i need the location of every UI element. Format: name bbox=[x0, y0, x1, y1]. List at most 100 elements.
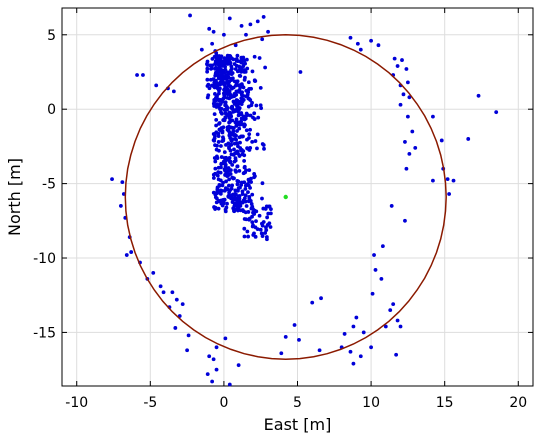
data-point bbox=[260, 37, 265, 42]
y-tick-labels: 5 0 -5 -10 -15 bbox=[33, 28, 56, 342]
data-point bbox=[250, 139, 255, 144]
data-point bbox=[258, 227, 263, 232]
data-point bbox=[249, 176, 253, 181]
data-point bbox=[242, 234, 247, 239]
data-point bbox=[239, 112, 243, 117]
data-point bbox=[391, 302, 396, 307]
data-point bbox=[254, 209, 259, 214]
data-point bbox=[230, 183, 235, 188]
data-point bbox=[234, 123, 239, 128]
data-point bbox=[266, 29, 270, 34]
data-point bbox=[221, 125, 226, 130]
data-point bbox=[355, 41, 360, 46]
data-point bbox=[216, 97, 220, 102]
data-point bbox=[243, 187, 248, 191]
data-point bbox=[170, 290, 175, 295]
data-point bbox=[217, 121, 222, 125]
data-point bbox=[216, 131, 221, 136]
data-point bbox=[230, 105, 235, 110]
data-point bbox=[342, 332, 347, 336]
data-point bbox=[431, 114, 435, 119]
data-point bbox=[262, 146, 266, 151]
data-point bbox=[231, 57, 236, 62]
data-point bbox=[110, 177, 114, 182]
data-point bbox=[214, 123, 219, 128]
data-point bbox=[233, 43, 238, 48]
y-tick-label: -5 bbox=[42, 177, 56, 193]
data-point bbox=[232, 147, 236, 152]
data-point bbox=[224, 142, 228, 147]
data-point bbox=[236, 180, 241, 184]
data-point bbox=[229, 138, 234, 142]
data-point bbox=[358, 47, 363, 52]
data-point bbox=[247, 179, 252, 184]
data-point bbox=[205, 77, 210, 82]
data-point bbox=[229, 94, 234, 98]
data-point bbox=[173, 326, 178, 330]
data-point bbox=[235, 141, 240, 146]
data-point bbox=[210, 379, 215, 384]
data-point bbox=[238, 140, 242, 145]
data-point bbox=[222, 91, 227, 96]
data-point bbox=[215, 173, 220, 178]
data-point bbox=[234, 58, 239, 63]
data-point bbox=[234, 98, 239, 102]
data-point bbox=[407, 151, 412, 156]
data-point bbox=[265, 215, 270, 220]
data-point bbox=[225, 127, 230, 132]
data-point bbox=[227, 130, 232, 135]
data-point bbox=[376, 43, 381, 48]
data-point bbox=[214, 154, 219, 159]
data-point bbox=[227, 382, 232, 387]
data-point bbox=[395, 64, 400, 68]
data-point bbox=[223, 86, 228, 90]
data-point bbox=[237, 67, 242, 72]
data-point bbox=[220, 99, 225, 104]
data-point bbox=[220, 64, 224, 68]
data-point bbox=[219, 67, 223, 72]
data-point bbox=[229, 142, 234, 147]
data-point bbox=[223, 164, 228, 169]
data-point bbox=[380, 244, 385, 249]
data-point bbox=[229, 152, 234, 157]
data-point bbox=[171, 89, 176, 94]
data-point bbox=[317, 348, 322, 353]
data-point bbox=[404, 166, 409, 171]
data-point bbox=[494, 110, 499, 115]
data-point bbox=[224, 106, 229, 111]
data-point bbox=[250, 100, 254, 105]
data-point bbox=[394, 352, 399, 357]
data-point bbox=[227, 91, 232, 95]
data-point bbox=[439, 138, 444, 143]
data-point bbox=[216, 140, 221, 144]
data-point bbox=[264, 235, 269, 239]
data-point bbox=[205, 66, 210, 71]
data-point bbox=[237, 168, 242, 173]
data-point bbox=[257, 213, 262, 218]
data-point bbox=[212, 112, 217, 117]
data-point bbox=[252, 111, 257, 116]
data-point bbox=[252, 231, 256, 236]
x-tick-label: 20 bbox=[509, 395, 527, 411]
data-point bbox=[253, 174, 257, 179]
data-point bbox=[219, 162, 224, 167]
axis-ticks bbox=[62, 8, 533, 386]
data-point bbox=[383, 324, 388, 329]
data-point bbox=[230, 192, 235, 197]
circle-center-marker bbox=[283, 194, 288, 200]
data-point bbox=[240, 208, 245, 212]
data-point bbox=[254, 219, 258, 224]
data-point bbox=[229, 76, 234, 81]
data-point bbox=[247, 168, 252, 173]
data-point bbox=[210, 56, 215, 61]
data-point bbox=[248, 127, 252, 132]
data-point bbox=[224, 179, 229, 184]
data-point bbox=[118, 204, 123, 208]
data-point bbox=[451, 178, 456, 183]
data-point bbox=[246, 234, 251, 239]
data-point bbox=[218, 128, 223, 133]
grid-lines bbox=[62, 8, 533, 386]
scatter-points bbox=[110, 13, 499, 387]
data-point bbox=[261, 15, 266, 19]
data-point bbox=[405, 114, 410, 119]
